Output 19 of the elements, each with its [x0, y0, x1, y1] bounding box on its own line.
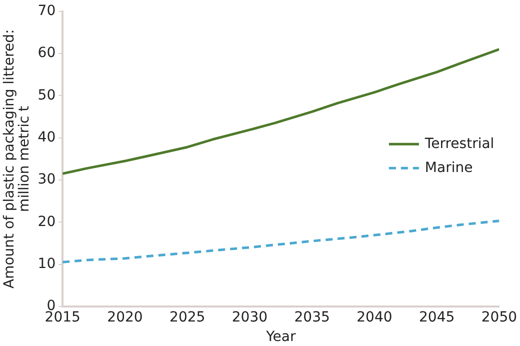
- x-tick-label: 2030: [232, 309, 268, 326]
- y-tick-label: 40: [38, 129, 56, 146]
- y-tick-label: 30: [38, 172, 56, 188]
- x-tick-label: 2045: [419, 309, 455, 326]
- x-axis-title: Year: [265, 329, 296, 346]
- y-tick-label: 50: [38, 87, 56, 104]
- x-tick-label: 2050: [481, 309, 518, 326]
- x-tick-label: 2035: [294, 309, 330, 326]
- x-tick-label: 2040: [356, 309, 392, 326]
- legend-label: Marine: [424, 160, 473, 176]
- x-tick-label: 2020: [107, 309, 143, 326]
- y-tick-label: 60: [38, 45, 56, 62]
- line-series: [62, 220, 500, 264]
- y-tick-label: 20: [38, 214, 56, 230]
- x-tick-label: 2025: [170, 309, 206, 326]
- legend-label: Terrestrial: [424, 136, 494, 152]
- y-tick-label: 10: [38, 256, 56, 272]
- y-axis-title: Amount of plastic packaging littered: million metric t: [1, 29, 33, 289]
- y-tick-label: 70: [38, 3, 56, 20]
